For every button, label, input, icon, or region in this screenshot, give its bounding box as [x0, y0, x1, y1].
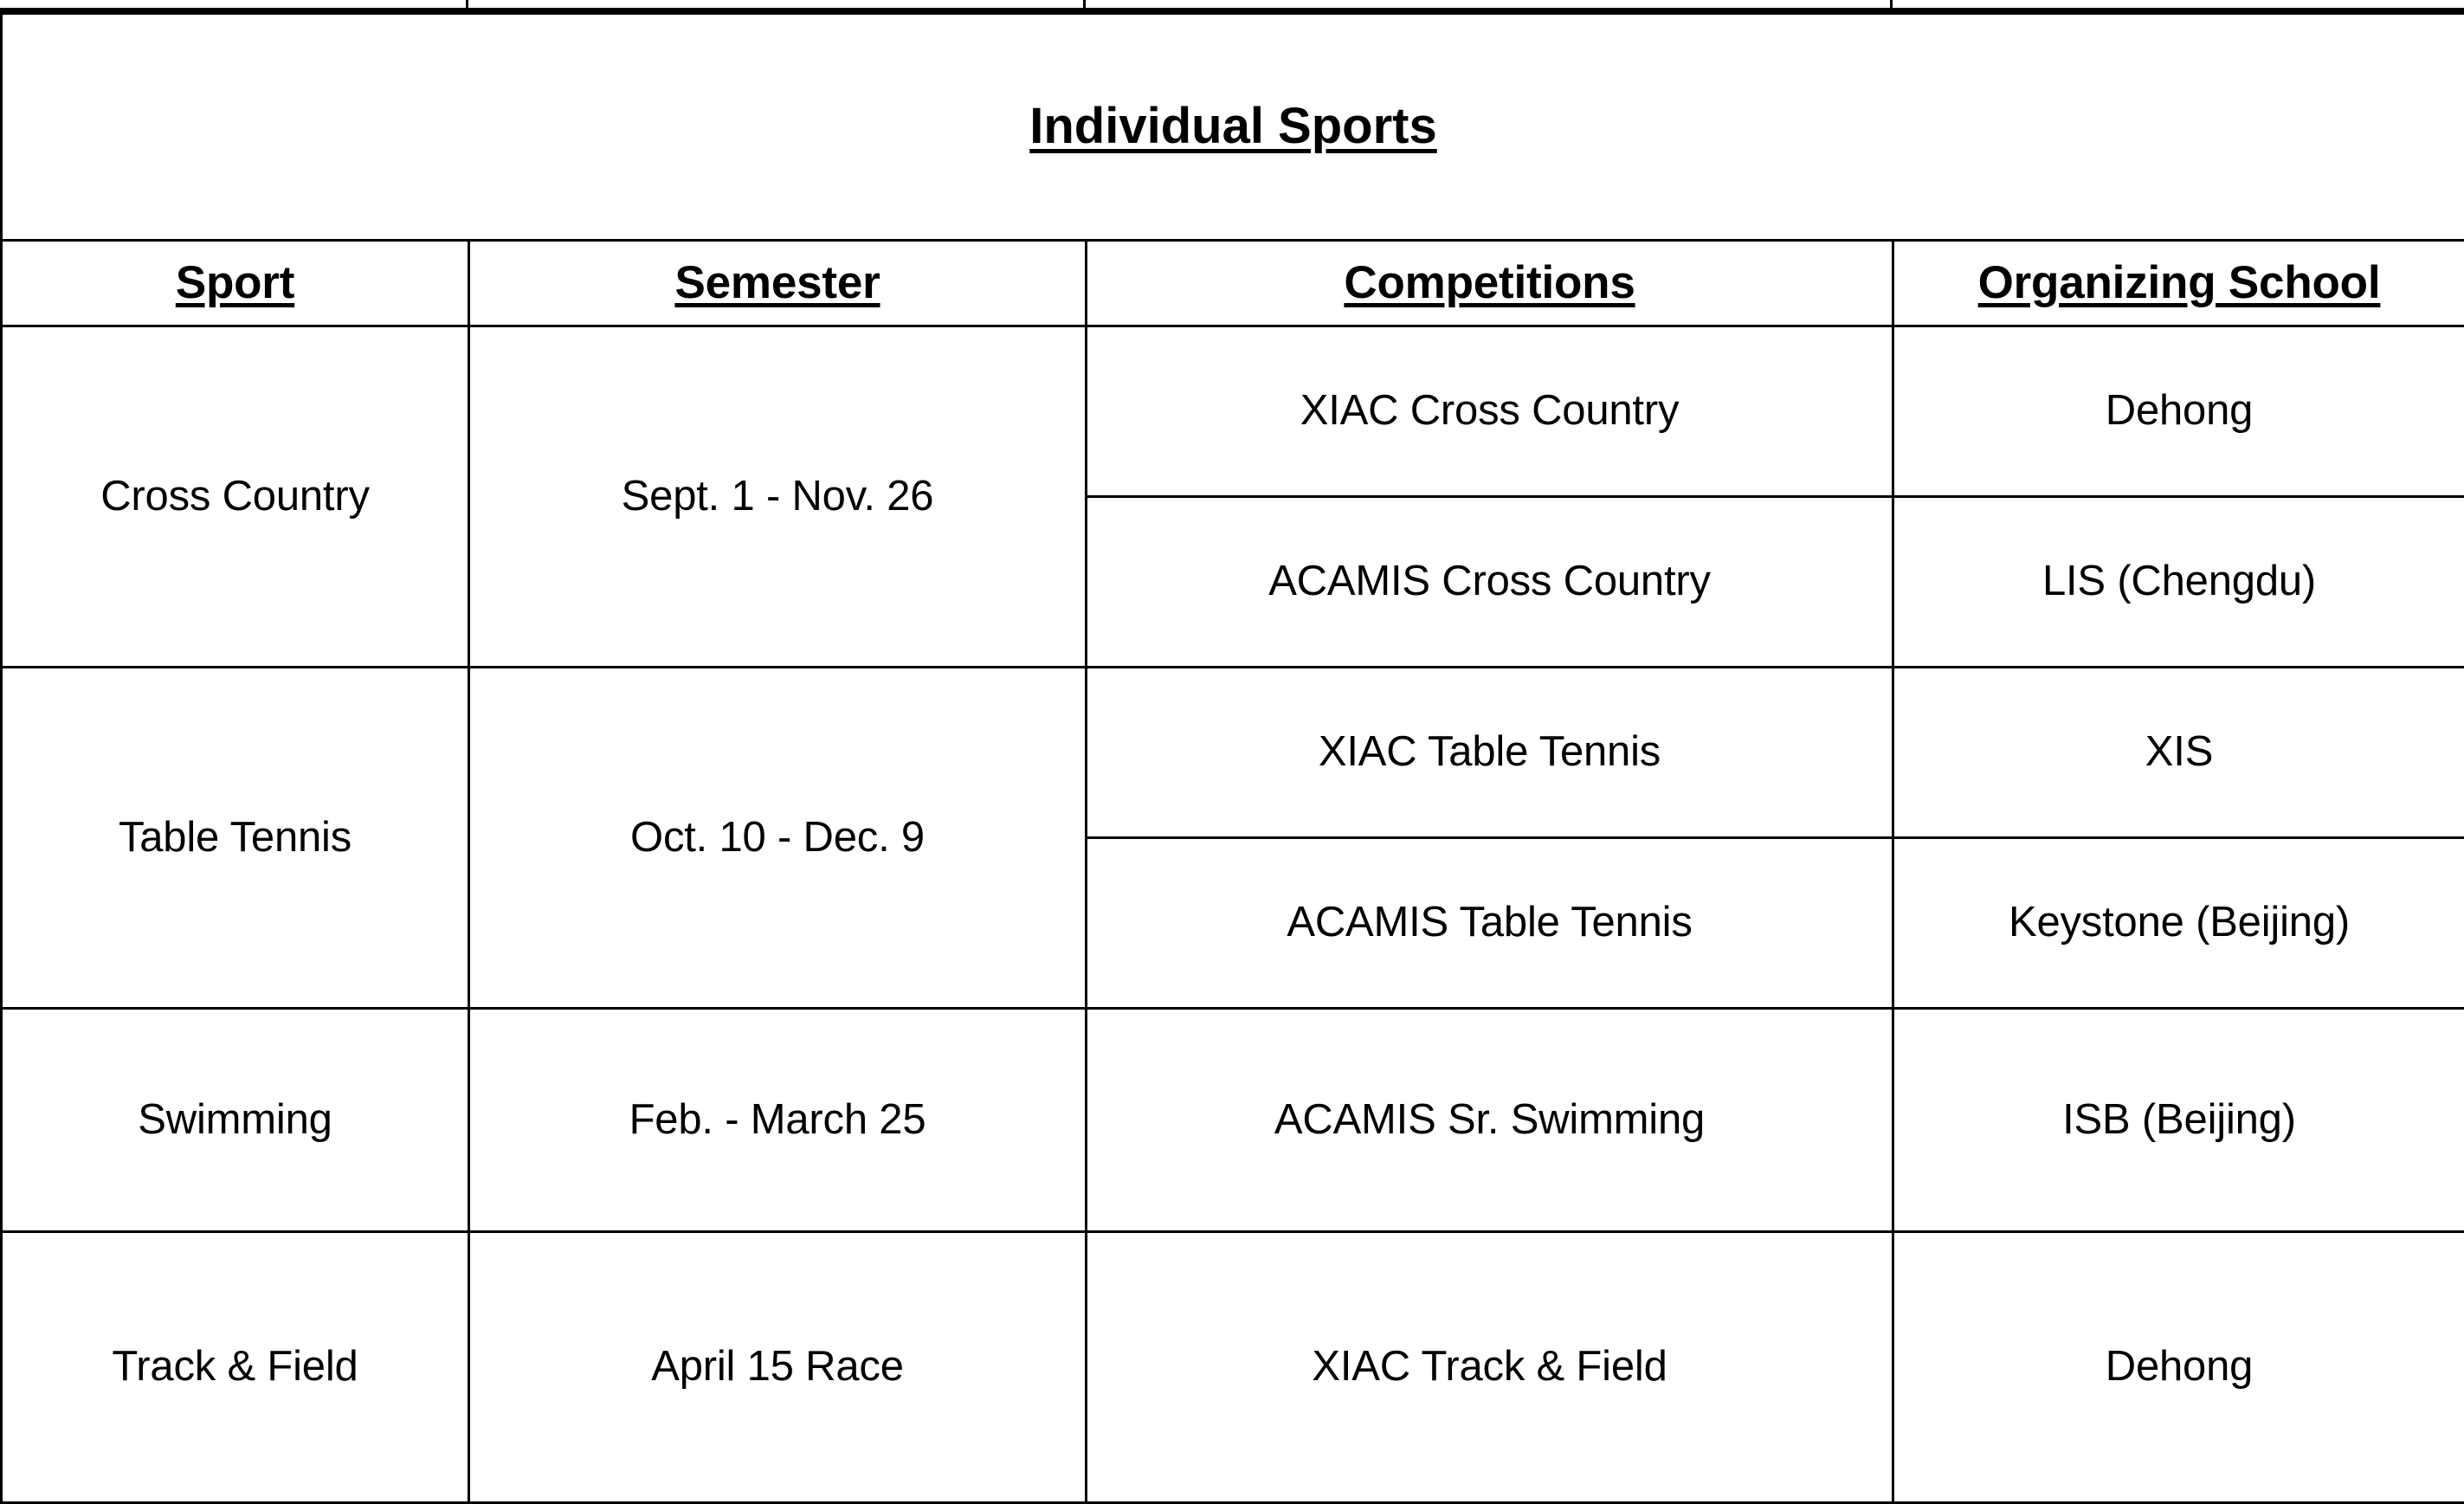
- sport-name: Swimming: [138, 1095, 332, 1146]
- competition-name: ACAMIS Sr. Swimming: [1274, 1095, 1705, 1146]
- table-row: Cross Country Sept. 1 - Nov. 26 XIAC Cro…: [2, 326, 2464, 497]
- semester-range: Oct. 10 - Dec. 9: [630, 813, 925, 863]
- cell-sport: Track & Field: [2, 1232, 469, 1503]
- table-title-row: Individual Sports: [2, 14, 2464, 241]
- document-page: Individual Sports Sport Semester Competi…: [0, 0, 2464, 1460]
- cell-organizing-school: Dehong: [1893, 1232, 2464, 1503]
- organizing-school-name: ISB (Beijing): [2062, 1095, 2296, 1146]
- organizing-school-name: Dehong: [2106, 1342, 2253, 1392]
- cell-competition: ACAMIS Cross Country: [1087, 497, 1893, 668]
- individual-sports-table: Individual Sports Sport Semester Competi…: [0, 12, 2464, 1504]
- cell-semester: Feb. - March 25: [469, 1009, 1087, 1232]
- column-header-sport: Sport: [2, 241, 469, 326]
- cell-organizing-school: XIS: [1893, 668, 2464, 838]
- semester-range: Feb. - March 25: [629, 1095, 926, 1146]
- column-header-label: Organizing School: [1978, 256, 2381, 311]
- sport-name: Cross Country: [100, 472, 370, 522]
- table-row: Track & Field April 15 Race XIAC Track &…: [2, 1232, 2464, 1503]
- table-row: Swimming Feb. - March 25 ACAMIS Sr. Swim…: [2, 1009, 2464, 1232]
- cell-organizing-school: LIS (Chengdu): [1893, 497, 2464, 668]
- column-divider-2: [1083, 0, 1086, 8]
- cell-semester: April 15 Race: [469, 1232, 1087, 1503]
- organizing-school-name: XIS: [2145, 727, 2213, 778]
- semester-range: April 15 Race: [651, 1342, 904, 1392]
- table-title-cell: Individual Sports: [2, 14, 2464, 241]
- cell-sport: Table Tennis: [2, 668, 469, 1009]
- column-header-semester: Semester: [469, 241, 1087, 326]
- page-title: Individual Sports: [1029, 97, 1437, 156]
- cell-competition: ACAMIS Table Tennis: [1087, 838, 1893, 1009]
- cell-semester: Sept. 1 - Nov. 26: [469, 326, 1087, 668]
- competition-name: XIAC Cross Country: [1300, 386, 1680, 436]
- column-header-label: Sport: [176, 256, 294, 311]
- column-header-label: Competitions: [1344, 256, 1635, 311]
- sport-name: Table Tennis: [119, 813, 352, 863]
- competition-name: ACAMIS Cross Country: [1268, 557, 1711, 607]
- competition-name: ACAMIS Table Tennis: [1287, 898, 1692, 948]
- column-header-competitions: Competitions: [1087, 241, 1893, 326]
- column-header-label: Semester: [674, 256, 880, 311]
- cell-semester: Oct. 10 - Dec. 9: [469, 668, 1087, 1009]
- column-divider-3: [1890, 0, 1893, 8]
- cell-organizing-school: Dehong: [1893, 326, 2464, 497]
- cell-organizing-school: ISB (Beijing): [1893, 1009, 2464, 1232]
- competition-name: XIAC Table Tennis: [1319, 727, 1661, 778]
- table-header-row: Sport Semester Competitions Organizing S…: [2, 241, 2464, 326]
- semester-range: Sept. 1 - Nov. 26: [622, 472, 934, 522]
- organizing-school-name: Dehong: [2106, 386, 2253, 436]
- sport-name: Track & Field: [112, 1342, 358, 1392]
- cell-competition: ACAMIS Sr. Swimming: [1087, 1009, 1893, 1232]
- column-header-organizing-school: Organizing School: [1893, 241, 2464, 326]
- organizing-school-name: Keystone (Beijing): [2009, 898, 2350, 948]
- cell-competition: XIAC Cross Country: [1087, 326, 1893, 497]
- table-row: Table Tennis Oct. 10 - Dec. 9 XIAC Table…: [2, 668, 2464, 838]
- cell-sport: Cross Country: [2, 326, 469, 668]
- competition-name: XIAC Track & Field: [1312, 1342, 1667, 1392]
- organizing-school-name: LIS (Chengdu): [2042, 557, 2316, 607]
- cell-organizing-school: Keystone (Beijing): [1893, 838, 2464, 1009]
- cell-competition: XIAC Track & Field: [1087, 1232, 1893, 1503]
- cell-sport: Swimming: [2, 1009, 469, 1232]
- column-divider-1: [466, 0, 468, 8]
- cell-competition: XIAC Table Tennis: [1087, 668, 1893, 838]
